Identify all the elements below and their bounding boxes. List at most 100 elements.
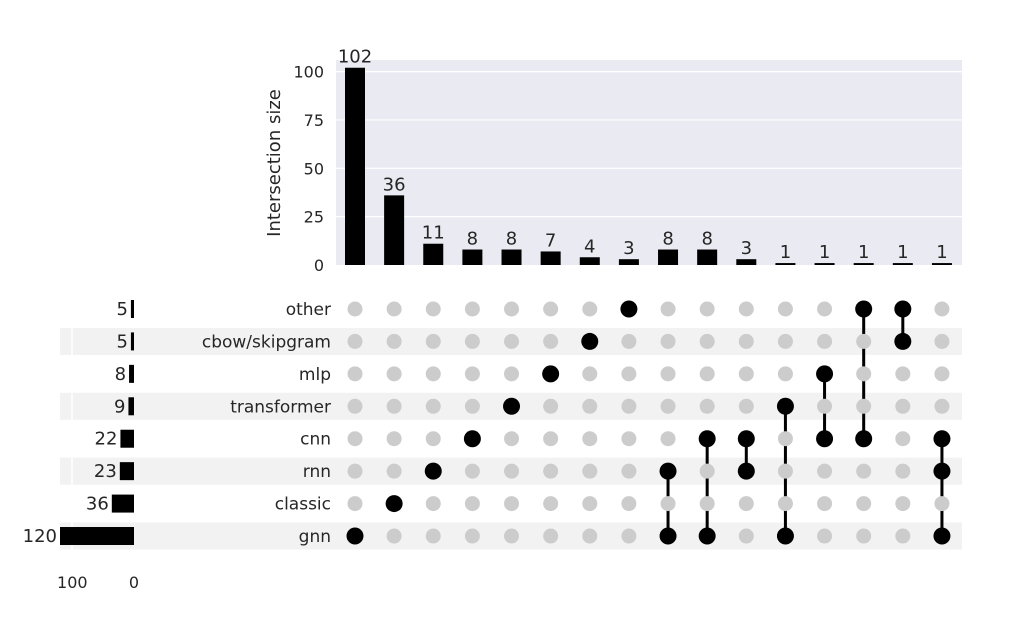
matrix-dot-3-mlp <box>464 366 480 382</box>
matrix-dot-8-cnn <box>660 431 676 447</box>
set-size-tick-label-0: 0 <box>129 573 139 592</box>
intersection-bar-label-5: 7 <box>545 230 556 251</box>
set-size-bar-mlp <box>129 364 134 383</box>
matrix-dot-6-cnn <box>582 431 598 447</box>
matrix-dot-7-cnn <box>621 431 637 447</box>
matrix-dot-2-rnn <box>424 462 442 480</box>
set-size-label-gnn: 120 <box>23 526 57 547</box>
matrix-dot-3-rnn <box>464 463 480 479</box>
matrix-dot-3-gnn <box>464 528 480 544</box>
intersection-bar-9 <box>697 249 718 265</box>
matrix-dot-6-transformer <box>582 398 598 414</box>
set-name-classic: classic <box>275 495 331 515</box>
matrix-dot-11-cnn <box>777 431 793 447</box>
set-name-gnn: gnn <box>299 527 331 547</box>
matrix-dot-14-transformer <box>895 398 911 414</box>
set-size-label-rnn: 23 <box>94 461 117 482</box>
set-size-bar-cnn <box>120 429 134 448</box>
matrix-dot-14-cbow-skipgram <box>894 332 912 350</box>
matrix-dot-8-mlp <box>660 366 676 382</box>
matrix-dot-11-transformer <box>776 397 794 415</box>
matrix-dot-11-other <box>777 301 793 317</box>
matrix-dot-2-other <box>425 301 441 317</box>
y-tick-label-100: 100 <box>293 63 324 82</box>
set-size-bar-classic <box>111 494 134 513</box>
matrix-dot-4-transformer <box>503 397 521 415</box>
intersection-bar-10 <box>736 259 757 265</box>
matrix-dot-12-rnn <box>817 463 833 479</box>
matrix-dot-6-rnn <box>582 463 598 479</box>
matrix-dot-1-classic <box>385 495 403 513</box>
set-size-bar-gnn <box>60 527 134 546</box>
matrix-dot-3-transformer <box>464 398 480 414</box>
intersection-bar-7 <box>618 259 639 265</box>
intersection-plot-background <box>336 60 962 265</box>
matrix-dot-10-transformer <box>738 398 754 414</box>
matrix-dot-6-gnn <box>582 528 598 544</box>
set-size-axis-ticks: 100 0 <box>57 573 139 592</box>
intersection-bar-11 <box>775 263 796 265</box>
matrix-dot-5-cbow-skipgram <box>543 333 559 349</box>
intersection-bar-label-1: 36 <box>383 174 406 195</box>
matrix-dot-2-transformer <box>425 398 441 414</box>
matrix-dot-2-classic <box>425 496 441 512</box>
intersection-bar-15 <box>931 263 952 265</box>
set-size-bar-transformer <box>128 397 134 416</box>
intersection-bar-label-4: 8 <box>506 229 517 250</box>
matrix-dot-4-other <box>504 301 520 317</box>
set-size-bar-cbow-skipgram <box>130 332 134 351</box>
matrix-dot-4-gnn <box>504 528 520 544</box>
matrix-dot-10-other <box>738 301 754 317</box>
matrix-dot-1-gnn <box>386 528 402 544</box>
matrix-dot-11-cbow-skipgram <box>777 333 793 349</box>
intersection-bar-label-10: 3 <box>741 238 752 259</box>
set-size-bar-other <box>130 300 134 318</box>
matrix-dot-15-transformer <box>934 398 950 414</box>
matrix-dot-7-mlp <box>621 366 637 382</box>
matrix-dot-10-rnn <box>737 462 755 480</box>
y-tick-label-0: 0 <box>314 256 324 275</box>
matrix-dot-4-cbow-skipgram <box>504 333 520 349</box>
matrix-dot-15-mlp <box>934 366 950 382</box>
matrix-dot-3-classic <box>464 496 480 512</box>
matrix-dot-14-classic <box>895 496 911 512</box>
matrix-dot-1-cnn <box>386 431 402 447</box>
matrix-dot-2-mlp <box>425 366 441 382</box>
matrix-dot-13-other <box>855 300 873 318</box>
set-size-label-cbow-skipgram: 5 <box>116 331 127 352</box>
set-size-label-cnn: 22 <box>95 429 118 450</box>
matrix-dot-5-mlp <box>542 365 560 383</box>
intersection-bar-label-6: 4 <box>584 236 595 257</box>
matrix-dot-12-mlp <box>816 365 834 383</box>
matrix-dot-9-mlp <box>699 366 715 382</box>
matrix-dot-4-mlp <box>504 366 520 382</box>
matrix-dot-0-transformer <box>347 398 363 414</box>
matrix-dot-5-rnn <box>543 463 559 479</box>
intersection-bar-label-11: 1 <box>780 242 791 263</box>
matrix-dot-14-gnn <box>895 528 911 544</box>
matrix-dot-11-gnn <box>776 527 794 545</box>
matrix-dot-8-classic <box>660 496 676 512</box>
matrix-dot-12-gnn <box>817 528 833 544</box>
set-size-bars <box>60 300 134 546</box>
matrix-dot-4-cnn <box>504 431 520 447</box>
matrix-dot-5-classic <box>543 496 559 512</box>
matrix-dot-15-cnn <box>933 430 951 448</box>
intersection-bar-2 <box>423 243 444 265</box>
matrix-dot-9-gnn <box>698 527 716 545</box>
matrix-dot-13-gnn <box>856 528 872 544</box>
intersection-bar-12 <box>814 263 835 265</box>
matrix-dot-13-cbow-skipgram <box>856 333 872 349</box>
set-name-rnn: rnn <box>303 462 331 482</box>
intersection-bar-label-12: 1 <box>819 242 830 263</box>
y-tick-label-25: 25 <box>304 208 324 227</box>
set-names: other cbow/skipgram mlp transformer cnn rnn cl… <box>202 300 331 547</box>
matrix-dot-10-cbow-skipgram <box>738 333 754 349</box>
matrix-dot-5-gnn <box>543 528 559 544</box>
intersection-bar-1 <box>384 195 405 265</box>
matrix-dot-4-classic <box>504 496 520 512</box>
set-name-other: other <box>286 300 331 320</box>
matrix-dot-6-mlp <box>582 366 598 382</box>
